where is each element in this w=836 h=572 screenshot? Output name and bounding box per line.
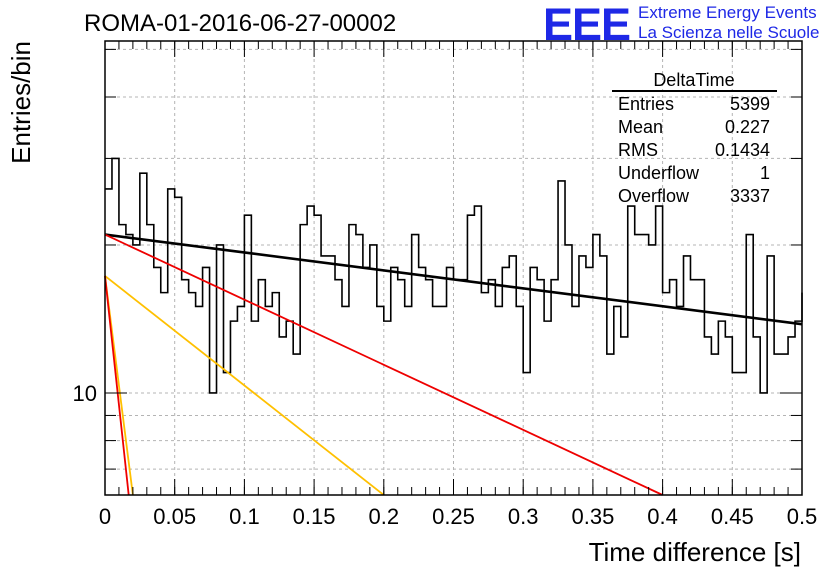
y-tick-labels: 10 [73,381,97,406]
stats-value: 0.1434 [715,140,770,160]
fit-line [104,275,385,496]
x-tick-labels: 0 0.05 0.1 0.15 0.2 0.25 0.3 0.35 0.4 0.45 0.5 [99,504,817,529]
fit-line [104,275,130,496]
x-axis-title: Time difference [s] [589,537,801,567]
x-tick-label: 0.35 [571,504,614,529]
stats-box: DeltaTime Entries 5399 Mean 0.227 RMS 0.1434 Un… [612,70,777,206]
x-tick-label: 0.45 [711,504,754,529]
histogram [105,157,803,394]
stats-label: Mean [618,117,663,137]
x-tick-label: 0.25 [432,504,475,529]
stats-label: Overflow [618,186,690,206]
x-tick-label: 0.2 [369,504,400,529]
stats-label: RMS [618,140,658,160]
x-tick-label: 0.4 [647,504,678,529]
y-tick-label: 10 [73,381,97,406]
stats-name: DeltaTime [653,70,734,90]
logo-subtitle-1: Extreme Energy Events [638,3,817,22]
logo-subtitle-2: La Scienza nelle Scuole [638,23,820,42]
axis-ticks [104,41,803,495]
stats-label: Entries [618,94,674,114]
chart-title: ROMA-01-2016-06-27-00002 [84,10,397,37]
stats-value: 0.227 [725,117,770,137]
x-tick-label: 0.15 [293,504,336,529]
fit-lines [104,233,803,496]
fit-line [104,233,803,326]
eee-logo: EEE [543,0,631,50]
fit-line [104,233,663,496]
stats-value: 3337 [730,186,770,206]
stats-value: 1 [760,163,770,183]
x-tick-label: 0 [99,504,111,529]
x-tick-label: 0.05 [153,504,196,529]
y-axis-title: Entries/bin [6,41,36,164]
stats-value: 5399 [730,94,770,114]
stats-label: Underflow [618,163,700,183]
x-tick-label: 0.5 [787,504,818,529]
histogram-outline [105,157,803,394]
x-tick-label: 0.3 [508,504,539,529]
x-tick-label: 0.1 [229,504,260,529]
